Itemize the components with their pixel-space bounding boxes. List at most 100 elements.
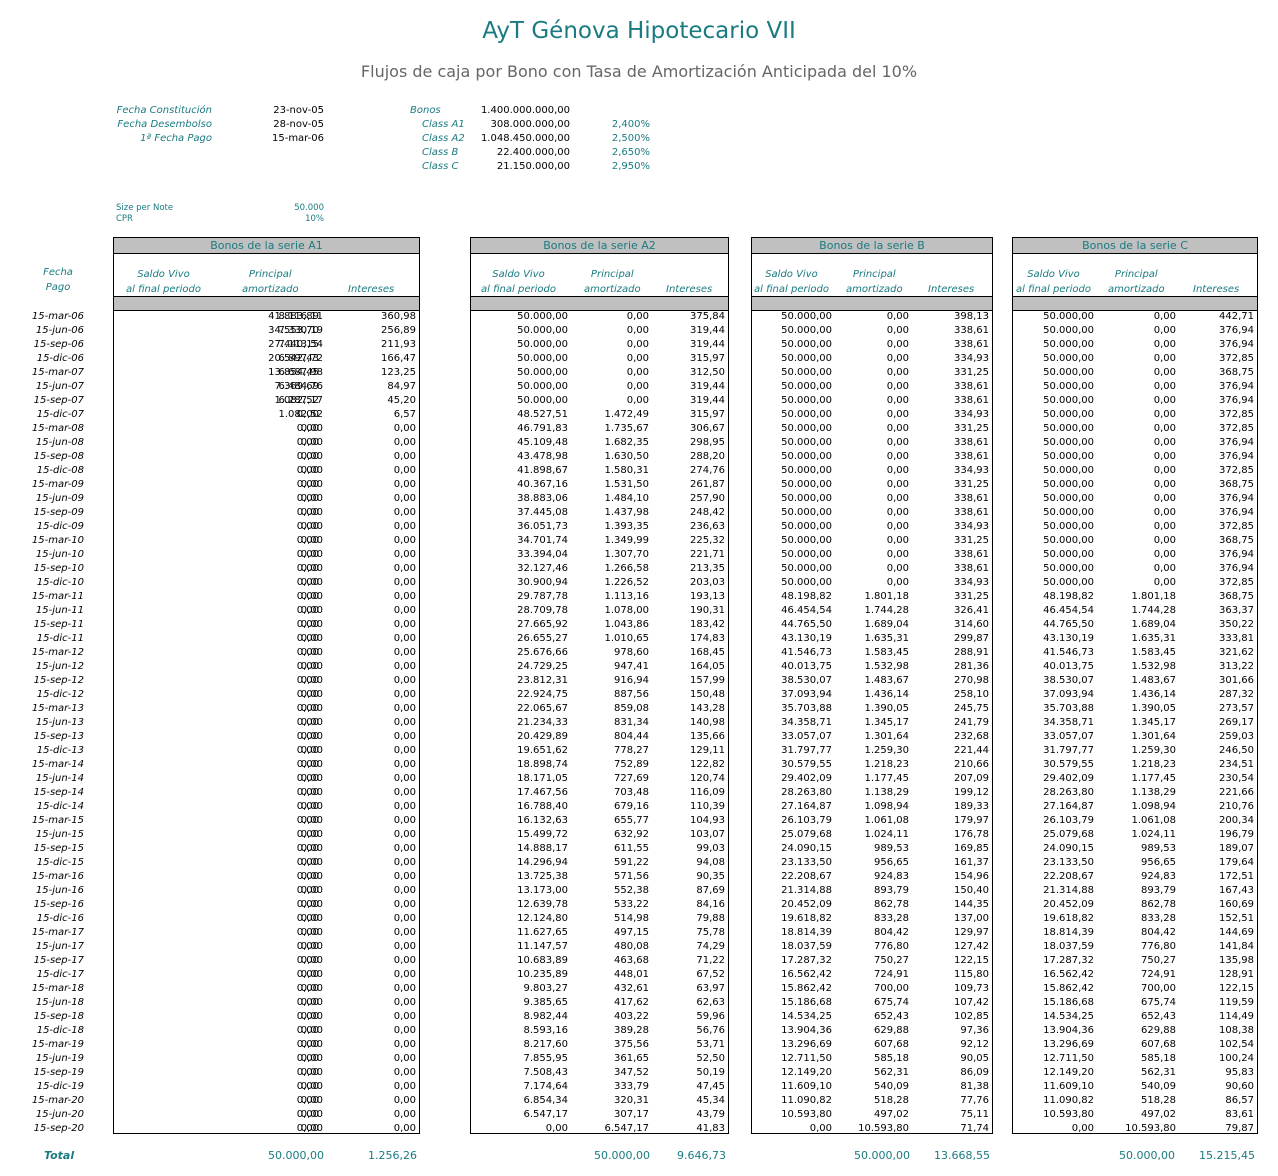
saldo-cell: 0,00 — [296, 801, 319, 812]
payment-date: 15-jun-20 — [35, 1109, 84, 1120]
saldo-cell: 50.000,00 — [781, 353, 832, 364]
table-row: 18.814,39 804,42 144,69 — [1013, 926, 1257, 940]
fecha-desembolso-value: 28-nov-05 — [273, 119, 324, 130]
principal-cell: 0,00 — [300, 843, 323, 854]
saldo-cell: 24.729,25 — [517, 661, 568, 672]
intereses-cell: 287,32 — [1219, 689, 1254, 700]
principal-cell: 0,00 — [300, 745, 323, 756]
principal-cell: 1.177,45 — [1131, 773, 1176, 784]
intereses-cell: 86,09 — [960, 1067, 989, 1078]
saldo-cell: 20.542,43 — [268, 353, 319, 364]
table-row: 12.124,80 514,98 79,88 — [471, 912, 728, 926]
principal-cell: 1.218,23 — [1131, 759, 1176, 770]
intereses-cell: 0,00 — [393, 605, 416, 616]
principal-cell: 0,00 — [300, 549, 323, 560]
saldo-cell: 44.765,50 — [781, 619, 832, 630]
principal-cell: 307,17 — [614, 1109, 649, 1120]
principal-cell: 6.484,76 — [278, 381, 323, 392]
intereses-cell: 179,64 — [1219, 857, 1254, 868]
principal-cell: 347,52 — [614, 1067, 649, 1078]
saldo-cell: 0,00 — [296, 941, 319, 952]
principal-cell: 1.078,00 — [604, 605, 649, 616]
intereses-cell: 63,97 — [696, 983, 725, 994]
payment-date: 15-jun-06 — [35, 325, 84, 336]
saldo-header: Saldo Vivo al final periodo — [1016, 267, 1091, 297]
saldo-cell: 0,00 — [296, 703, 319, 714]
saldo-cell: 13.296,69 — [781, 1039, 832, 1050]
saldo-cell: 15.186,68 — [781, 997, 832, 1008]
intereses-cell: 203,03 — [690, 577, 725, 588]
principal-cell: 632,92 — [614, 829, 649, 840]
intereses-cell: 368,75 — [1219, 591, 1254, 602]
payment-date: 15-sep-08 — [33, 451, 84, 462]
principal-cell: 0,00 — [300, 451, 323, 462]
saldo-cell: 0,00 — [296, 983, 319, 994]
intereses-cell: 92,12 — [960, 1039, 989, 1050]
principal-cell: 989,53 — [1141, 843, 1176, 854]
saldo-cell: 0,00 — [296, 1109, 319, 1120]
principal-cell: 571,56 — [614, 871, 649, 882]
saldo-cell: 0,00 — [296, 1011, 319, 1022]
table-row: 28.263,80 1.138,29 199,12 — [752, 786, 992, 800]
principal-cell: 0,00 — [300, 1025, 323, 1036]
primera-fecha-pago-label: 1ª Fecha Pago — [140, 133, 212, 144]
saldo-cell: 37.445,08 — [517, 507, 568, 518]
saldo-cell: 19.618,82 — [781, 913, 832, 924]
principal-cell: 0,00 — [300, 423, 323, 434]
intereses-cell: 0,00 — [393, 927, 416, 938]
intereses-cell: 0,00 — [393, 815, 416, 826]
saldo-cell: 0,00 — [296, 633, 319, 644]
table-row: 50.000,00 0,00 372,85 — [1013, 408, 1257, 422]
table-row: 50.000,00 0,00 372,85 — [1013, 422, 1257, 436]
intereses-cell: 0,00 — [393, 857, 416, 868]
size-per-note-label: Size per Note — [116, 203, 174, 213]
saldo-cell: 50.000,00 — [781, 577, 832, 588]
principal-cell: 480,08 — [614, 941, 649, 952]
table-row: 50.000,00 0,00 338,61 — [752, 492, 992, 506]
principal-cell: 0,00 — [1153, 493, 1176, 504]
saldo-cell: 0,00 — [296, 1025, 319, 1036]
table-row: 50.000,00 0,00 372,85 — [1013, 576, 1257, 590]
intereses-cell: 372,85 — [1219, 465, 1254, 476]
principal-cell: 893,79 — [1141, 885, 1176, 896]
table-row: 7.174,64 333,79 47,45 — [471, 1080, 728, 1094]
intereses-cell: 221,66 — [1219, 787, 1254, 798]
payment-date: 15-sep-16 — [33, 899, 84, 910]
principal-cell: 1.345,17 — [1131, 717, 1176, 728]
intereses-cell: 90,35 — [696, 871, 725, 882]
payment-date: 15-mar-13 — [31, 703, 84, 714]
saldo-cell: 50.000,00 — [517, 339, 568, 350]
principal-header-line: amortizado — [1108, 284, 1165, 295]
saldo-cell: 50.000,00 — [1043, 367, 1094, 378]
intereses-cell: 150,48 — [690, 689, 725, 700]
saldo-cell: 14.534,25 — [1043, 1011, 1094, 1022]
principal-cell: 0,00 — [300, 885, 323, 896]
table-row: 12.711,50 585,18 100,24 — [1013, 1052, 1257, 1066]
principal-cell: 778,27 — [614, 745, 649, 756]
intereses-cell: 119,59 — [1219, 997, 1254, 1008]
table-row: 50.000,00 0,00 368,75 — [1013, 366, 1257, 380]
intereses-cell: 0,00 — [393, 535, 416, 546]
principal-cell: 0,00 — [626, 367, 649, 378]
table-row: 13.296,69 607,68 102,54 — [1013, 1038, 1257, 1052]
intereses-cell: 0,00 — [393, 1053, 416, 1064]
principal-cell: 1.580,31 — [604, 465, 649, 476]
table-row: 13.296,69 607,68 92,12 — [752, 1038, 992, 1052]
table-row: 33.057,07 1.301,64 232,68 — [752, 730, 992, 744]
saldo-cell: 12.639,78 — [517, 899, 568, 910]
table-row: 22.208,67 924,83 172,51 — [1013, 870, 1257, 884]
table-row: 0,00 0,00 0,00 — [114, 1122, 419, 1136]
saldo-header-line: al final periodo — [481, 284, 556, 295]
table-row: 11.609,10 540,09 81,38 — [752, 1080, 992, 1094]
principal-cell: 0,00 — [886, 437, 909, 448]
saldo-cell: 50.000,00 — [781, 423, 832, 434]
payment-date: 15-sep-15 — [33, 843, 84, 854]
saldo-cell: 11.627,65 — [517, 927, 568, 938]
table-row: 0,00 0,00 0,00 — [114, 464, 419, 478]
fecha-header-line1: Fecha — [43, 267, 73, 278]
principal-cell: 0,00 — [300, 437, 323, 448]
table-row: 50.000,00 0,00 442,71 — [1013, 310, 1257, 324]
principal-cell: 0,00 — [300, 801, 323, 812]
principal-cell: 1.301,64 — [864, 731, 909, 742]
saldo-cell: 11.147,57 — [517, 941, 568, 952]
